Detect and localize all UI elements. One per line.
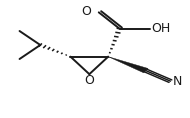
Text: OH: OH [152, 22, 171, 35]
Text: O: O [81, 5, 91, 18]
Text: O: O [84, 74, 94, 87]
Text: N: N [172, 75, 182, 88]
Polygon shape [108, 57, 148, 73]
